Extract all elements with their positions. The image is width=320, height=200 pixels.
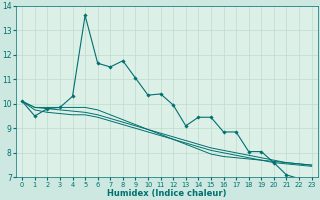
X-axis label: Humidex (Indice chaleur): Humidex (Indice chaleur): [107, 189, 227, 198]
